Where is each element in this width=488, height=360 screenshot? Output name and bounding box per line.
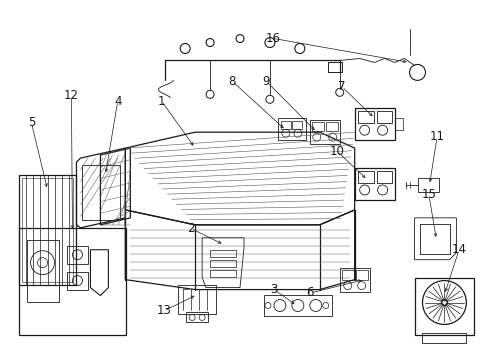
Bar	[210, 250, 236, 257]
Bar	[66, 246, 88, 264]
Bar	[417, 178, 439, 192]
Bar	[82, 165, 120, 220]
Text: 8: 8	[228, 75, 236, 88]
Bar	[21, 178, 73, 282]
Bar	[277, 118, 305, 140]
Bar	[66, 272, 88, 289]
Bar	[355, 270, 367, 280]
Text: 12: 12	[64, 89, 79, 102]
Bar	[178, 285, 216, 315]
Text: 5: 5	[28, 116, 35, 129]
Bar	[376, 171, 391, 183]
Bar	[186, 312, 208, 323]
Bar	[357, 111, 373, 123]
Text: 9: 9	[262, 75, 270, 88]
Bar	[376, 111, 391, 123]
Bar	[26, 240, 59, 302]
Bar	[341, 270, 353, 280]
Text: 3: 3	[269, 283, 277, 296]
Text: 11: 11	[429, 130, 444, 144]
Bar	[19, 175, 76, 285]
Bar	[210, 260, 236, 267]
Bar	[394, 118, 402, 130]
Text: 2: 2	[187, 222, 194, 235]
Bar	[414, 278, 473, 336]
Bar	[291, 121, 301, 129]
Text: 4: 4	[114, 95, 121, 108]
Text: 16: 16	[264, 32, 280, 45]
Text: 1: 1	[158, 95, 165, 108]
Bar	[354, 168, 394, 200]
Text: 13: 13	[156, 305, 171, 318]
Bar	[339, 268, 369, 292]
Text: 6: 6	[306, 287, 313, 300]
Text: 14: 14	[450, 243, 466, 256]
Bar	[357, 171, 373, 183]
Bar	[325, 122, 337, 131]
Bar	[280, 121, 290, 129]
Bar	[311, 122, 323, 131]
Text: 7: 7	[338, 80, 345, 93]
Bar	[327, 62, 341, 72]
Bar	[19, 228, 126, 336]
Bar	[354, 108, 394, 140]
Bar	[210, 270, 236, 276]
Text: 10: 10	[329, 145, 344, 158]
Text: 15: 15	[421, 188, 435, 201]
Bar	[309, 120, 339, 144]
Bar	[422, 333, 466, 343]
Bar	[264, 294, 331, 316]
